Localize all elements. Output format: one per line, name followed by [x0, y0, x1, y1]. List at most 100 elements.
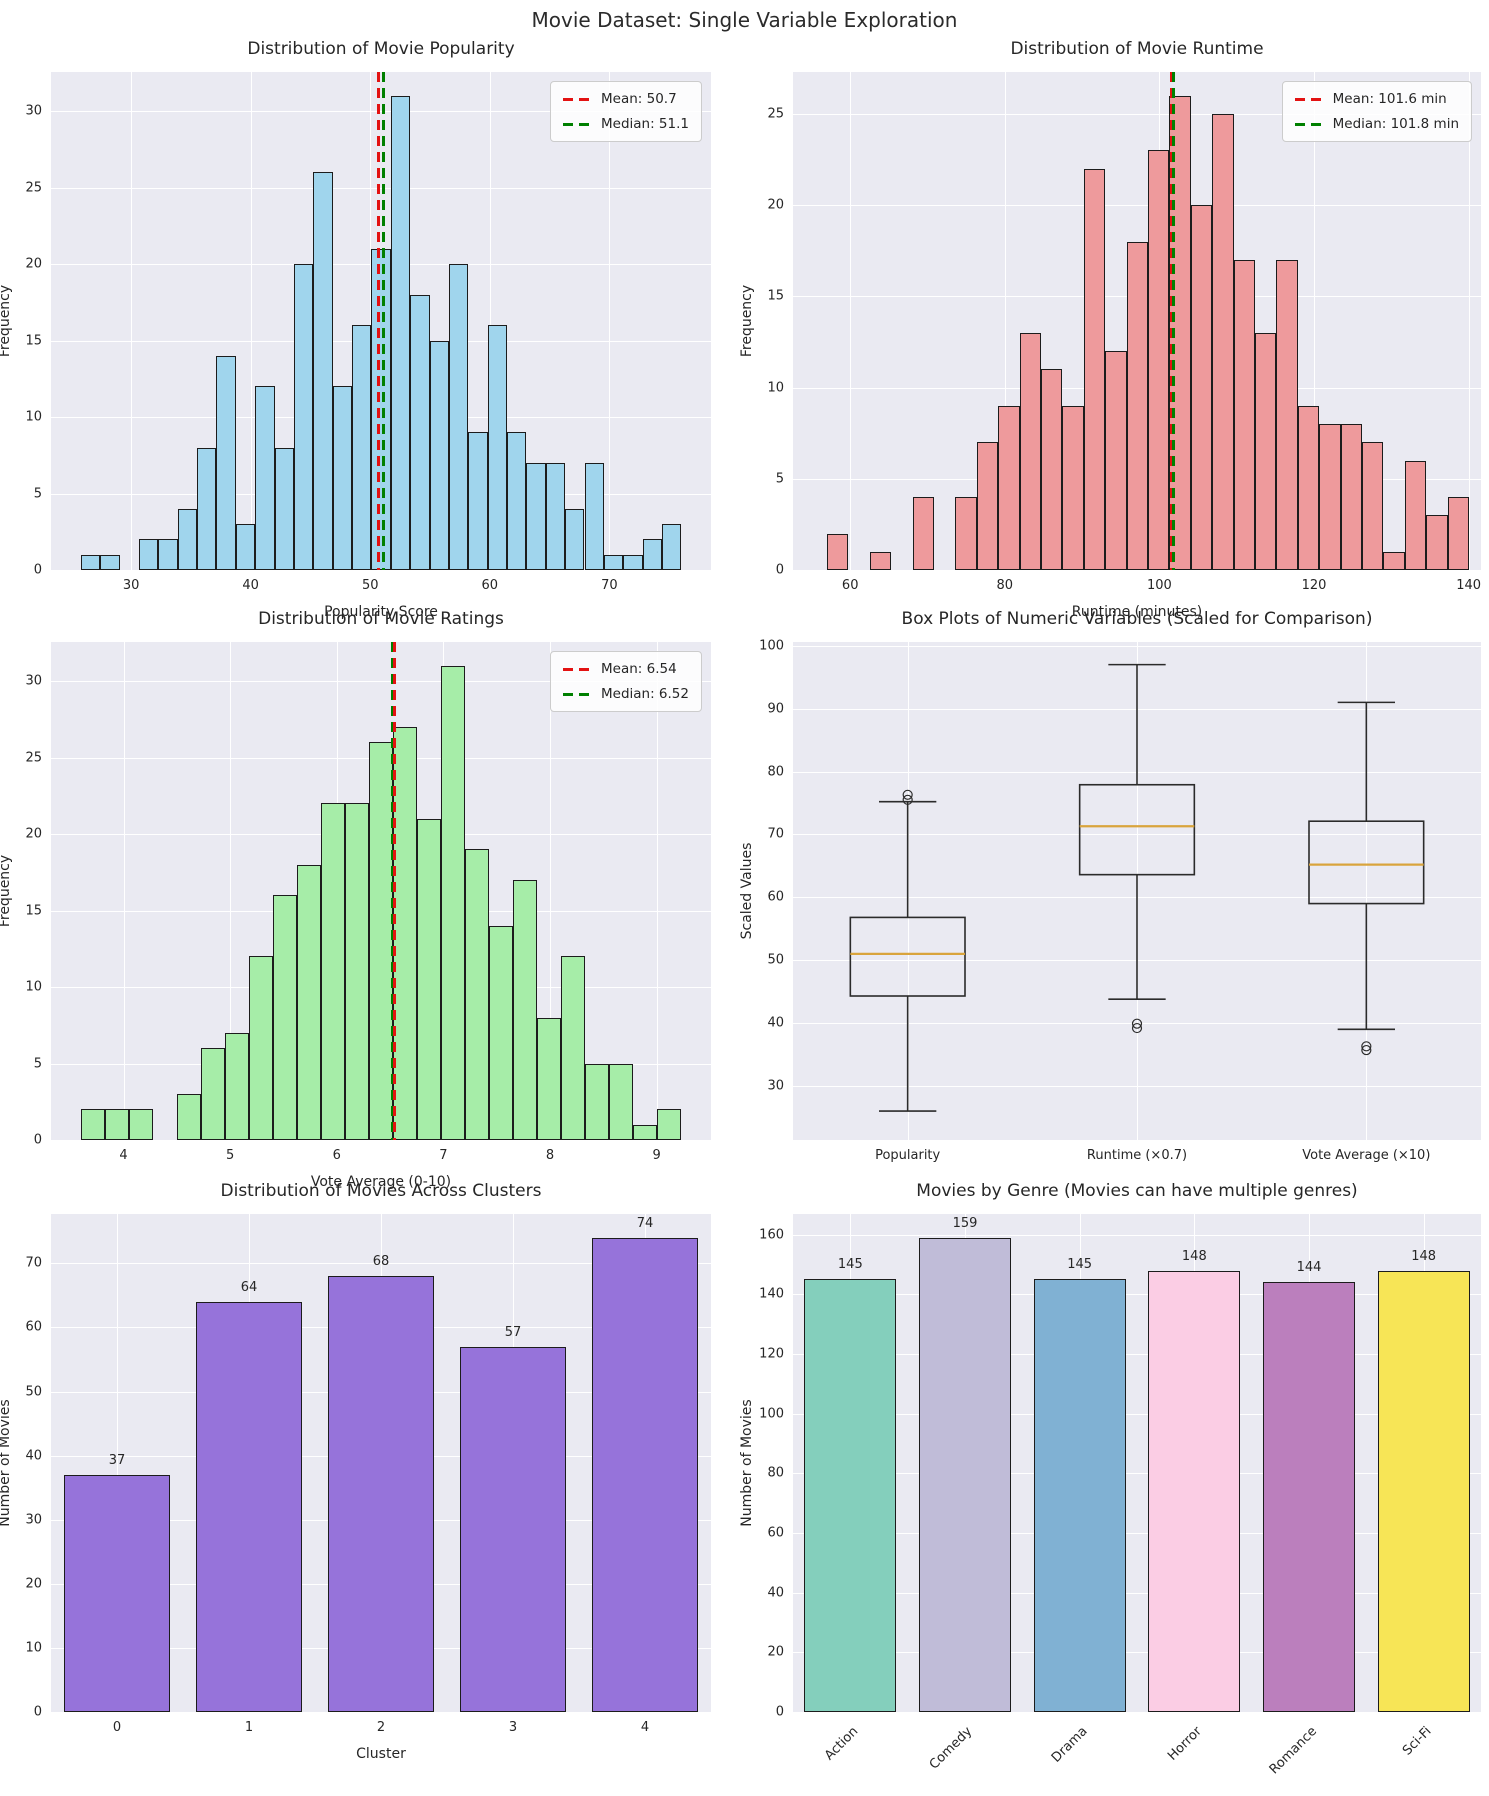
gridline [793, 1473, 1481, 1475]
y-tick-label: 20 [25, 826, 42, 842]
gridline [489, 72, 491, 570]
gridline [51, 187, 711, 189]
y-tick-label: 25 [25, 180, 42, 195]
chart-title: Distribution of Movies Across Clusters [220, 1181, 542, 1201]
y-tick-label: 25 [25, 750, 42, 765]
legend-item-median: Median: 101.8 min [1294, 116, 1459, 132]
x-tick-label: 100 [1146, 578, 1172, 593]
x-axis-label: Cluster [356, 1746, 406, 1762]
legend-label: Mean: 50.7 [600, 91, 677, 107]
gridline [51, 1140, 711, 1141]
y-tick-label: 30 [25, 1512, 42, 1528]
plot-area: Mean: 101.6 min Median: 101.8 min [793, 72, 1481, 571]
plot-area: Mean: 50.7 Median: 51.1 [51, 72, 711, 571]
histogram-bar [955, 497, 977, 570]
bar [328, 1276, 434, 1712]
y-tick-label: 0 [775, 562, 784, 578]
gridline [793, 834, 1481, 836]
bar-value-label: 148 [1181, 1248, 1207, 1264]
y-axis-label: Frequency [739, 284, 755, 358]
gridline [793, 570, 1481, 571]
y-tick-label: 70 [767, 826, 784, 842]
x-tick-label: 5 [225, 1148, 235, 1163]
y-tick-label: 20 [25, 256, 42, 272]
y-tick-label: 10 [25, 979, 42, 995]
histogram-bar [487, 325, 507, 570]
gridline [1004, 72, 1006, 570]
gridline [793, 1085, 1481, 1087]
plot-area: 145 159 145 148 144 148 [793, 1214, 1481, 1713]
box-iqr [1308, 820, 1425, 905]
legend-item-median: Median: 6.52 [562, 686, 689, 702]
y-tick-label: 20 [767, 197, 784, 213]
gridline [793, 205, 1481, 207]
y-tick-label: 140 [759, 1286, 784, 1302]
gridline [51, 681, 711, 682]
histogram-bar [1190, 205, 1213, 570]
y-tick-label: 60 [25, 1319, 42, 1335]
median-line [382, 72, 385, 570]
x-tick-label: Drama [1048, 1724, 1091, 1766]
bar [804, 1279, 897, 1712]
x-tick-label: 0 [112, 1720, 122, 1735]
mean-dash-icon [562, 667, 591, 671]
histogram-bar [468, 432, 488, 570]
y-tick-label: 100 [759, 638, 784, 654]
y-tick-label: 160 [759, 1227, 784, 1243]
x-tick-label: 40 [242, 578, 259, 593]
histogram-bar [100, 554, 120, 570]
bar-value-label: 145 [837, 1257, 863, 1273]
y-tick-label: 60 [767, 1525, 784, 1541]
y-tick-label: 80 [767, 764, 784, 780]
x-tick-label: Vote Average (×10) [1302, 1148, 1431, 1163]
y-tick-label: 10 [767, 380, 784, 396]
outlier-point [902, 794, 913, 805]
histogram-bar [128, 1109, 153, 1140]
gridline [793, 1652, 1481, 1654]
histogram-bar [1147, 150, 1170, 570]
x-tick-label: Runtime (×0.7) [1086, 1148, 1188, 1163]
gridline [609, 72, 611, 570]
outlier-point [902, 789, 913, 800]
histogram-bar [998, 405, 1020, 570]
gridline [123, 642, 125, 1140]
x-tick-label: 70 [601, 578, 618, 593]
bar [1033, 1279, 1126, 1712]
bar [1148, 1270, 1241, 1712]
x-tick-label: Action [821, 1724, 861, 1764]
y-tick-label: 10 [25, 409, 42, 425]
x-tick-label: 120 [1301, 578, 1327, 593]
outlier-point [1131, 1018, 1143, 1029]
y-tick-label: 20 [25, 1576, 42, 1592]
legend-item-mean: Mean: 6.54 [562, 661, 689, 677]
histogram-bar [1404, 460, 1427, 570]
histogram-bar [976, 442, 999, 570]
gridline [793, 1592, 1481, 1594]
subplot-ratings-histogram: Distribution of Movie Ratings Frequency … [0, 609, 711, 1190]
legend-label: Mean: 101.6 min [1332, 91, 1447, 107]
median-dash-icon [562, 692, 591, 696]
legend-item-mean: Mean: 50.7 [562, 91, 689, 107]
outlier-point [1131, 1022, 1143, 1034]
gridline [1468, 72, 1470, 570]
chart-title: Distribution of Movie Popularity [247, 39, 515, 59]
histogram-bar [1126, 241, 1148, 570]
median-dash-icon [562, 122, 591, 126]
y-tick-label: 0 [33, 1132, 42, 1148]
histogram-bar [248, 956, 273, 1140]
x-tick-label: 3 [508, 1720, 518, 1735]
x-tick-label: 80 [996, 578, 1014, 593]
mean-dash-icon [1294, 97, 1323, 101]
y-tick-label: 50 [25, 1384, 42, 1400]
y-tick-label: 40 [25, 1448, 42, 1464]
x-tick-label: 60 [481, 578, 499, 593]
y-tick-label: 15 [25, 903, 42, 918]
x-tick-label: 9 [652, 1148, 661, 1163]
histogram-bar [623, 554, 643, 570]
histogram-bar [869, 551, 892, 570]
gridline [250, 72, 252, 570]
x-tick-label: Popularity [875, 1148, 941, 1163]
x-tick-label: 8 [545, 1148, 555, 1163]
gridline [1314, 72, 1316, 570]
histogram-bar [368, 742, 393, 1140]
